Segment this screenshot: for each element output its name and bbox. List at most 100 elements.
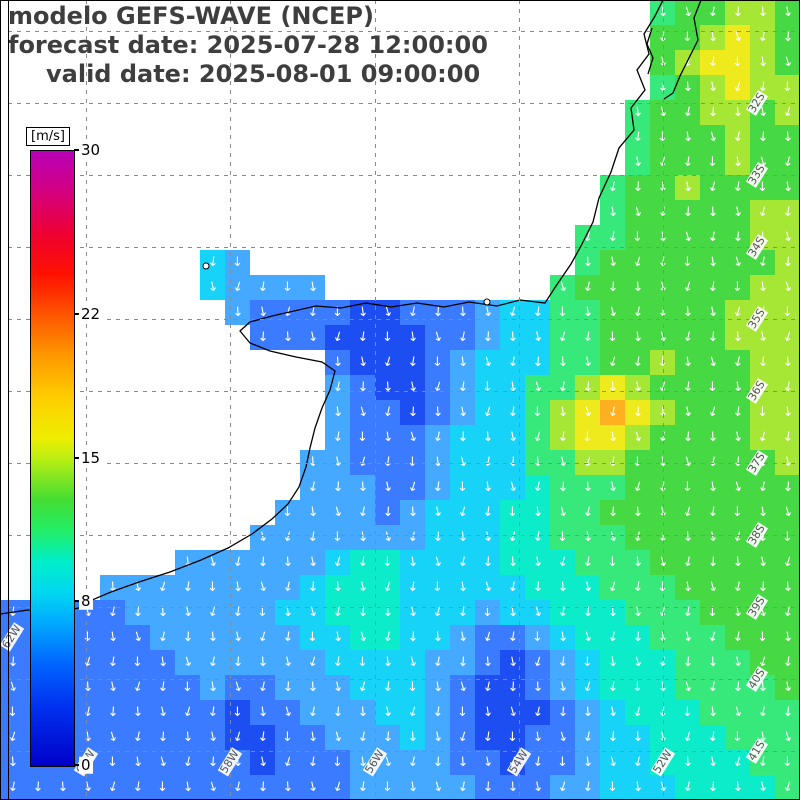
wave-cell — [675, 525, 700, 550]
wave-cell — [450, 750, 475, 775]
wave-cell — [750, 0, 775, 25]
wave-cell — [450, 725, 475, 750]
wave-cell — [25, 775, 50, 800]
wave-cell — [275, 725, 300, 750]
wave-cell — [275, 775, 300, 800]
wave-cell — [125, 700, 150, 725]
wave-cell — [575, 250, 600, 275]
wave-cell — [700, 575, 725, 600]
wave-cell — [525, 525, 550, 550]
wave-cell — [775, 175, 800, 200]
wave-cell — [625, 375, 650, 400]
wave-cell — [100, 775, 125, 800]
wave-cell — [725, 550, 750, 575]
wave-cell — [600, 200, 625, 225]
wave-cell — [300, 500, 325, 525]
wave-cell — [475, 775, 500, 800]
wave-cell — [725, 325, 750, 350]
wave-cell — [175, 625, 200, 650]
wave-cell — [600, 600, 625, 625]
wave-cell — [675, 675, 700, 700]
wave-cell — [50, 775, 75, 800]
wave-cell — [550, 725, 575, 750]
wave-cell — [700, 600, 725, 625]
wave-cell — [700, 250, 725, 275]
wave-cell — [300, 475, 325, 500]
wave-cell — [525, 625, 550, 650]
wave-cell — [500, 525, 525, 550]
wave-cell — [675, 350, 700, 375]
wave-cell — [625, 100, 650, 125]
wave-cell — [300, 325, 325, 350]
wave-cell — [775, 125, 800, 150]
wave-cell — [700, 775, 725, 800]
wave-cell — [675, 25, 700, 50]
wave-cell — [725, 175, 750, 200]
wave-cell — [225, 300, 250, 325]
wave-cell — [500, 350, 525, 375]
wave-cell — [475, 675, 500, 700]
wave-cell — [100, 600, 125, 625]
wave-cell — [650, 275, 675, 300]
wave-cell — [350, 750, 375, 775]
wave-cell — [600, 400, 625, 425]
wave-cell — [575, 550, 600, 575]
wave-cell — [400, 775, 425, 800]
wave-cell — [175, 575, 200, 600]
wave-cell — [675, 400, 700, 425]
wave-cell — [475, 375, 500, 400]
wave-cell — [375, 350, 400, 375]
wave-cell — [625, 775, 650, 800]
wave-cell — [700, 350, 725, 375]
wave-cell — [600, 750, 625, 775]
wave-cell — [725, 50, 750, 75]
wave-cell — [775, 725, 800, 750]
wave-cell — [450, 775, 475, 800]
wave-cell — [700, 675, 725, 700]
wave-cell — [375, 450, 400, 475]
wave-cell — [75, 700, 100, 725]
wave-cell — [725, 525, 750, 550]
wave-cell — [625, 300, 650, 325]
valid-date: valid date: 2025-08-01 09:00:00 — [46, 60, 481, 88]
wave-cell — [375, 550, 400, 575]
wave-cell — [450, 325, 475, 350]
wave-cell — [225, 250, 250, 275]
wave-cell — [525, 550, 550, 575]
wave-cell — [675, 575, 700, 600]
wave-cell — [275, 625, 300, 650]
wave-cell — [0, 775, 25, 800]
wave-cell — [750, 125, 775, 150]
wave-cell — [600, 300, 625, 325]
wave-cell — [275, 575, 300, 600]
wave-cell — [675, 150, 700, 175]
wave-cell — [775, 425, 800, 450]
wave-cell — [400, 550, 425, 575]
wave-cell — [375, 375, 400, 400]
wave-cell — [100, 750, 125, 775]
wave-cell — [175, 650, 200, 675]
wave-cell — [700, 0, 725, 25]
wave-cell — [300, 300, 325, 325]
wave-cell — [775, 625, 800, 650]
wave-cell — [450, 675, 475, 700]
wave-cell — [600, 375, 625, 400]
wave-cell — [700, 175, 725, 200]
wave-cell — [575, 625, 600, 650]
wave-cell — [250, 550, 275, 575]
wave-cell — [425, 600, 450, 625]
wave-cell — [650, 775, 675, 800]
wave-cell — [600, 575, 625, 600]
wave-cell — [275, 700, 300, 725]
wave-cell — [650, 500, 675, 525]
wave-cell — [750, 300, 775, 325]
wave-cell — [675, 500, 700, 525]
wave-cell — [450, 425, 475, 450]
wave-cell — [450, 450, 475, 475]
wave-cell — [475, 500, 500, 525]
wave-cell — [50, 750, 75, 775]
wave-cell — [675, 75, 700, 100]
wave-cell — [550, 350, 575, 375]
wave-cell — [350, 700, 375, 725]
wave-cell — [350, 500, 375, 525]
